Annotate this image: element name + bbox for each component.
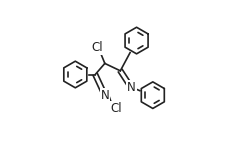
Text: Cl: Cl bbox=[110, 102, 121, 115]
Text: N: N bbox=[100, 89, 109, 102]
Text: Cl: Cl bbox=[90, 41, 102, 54]
Text: N: N bbox=[126, 81, 135, 94]
